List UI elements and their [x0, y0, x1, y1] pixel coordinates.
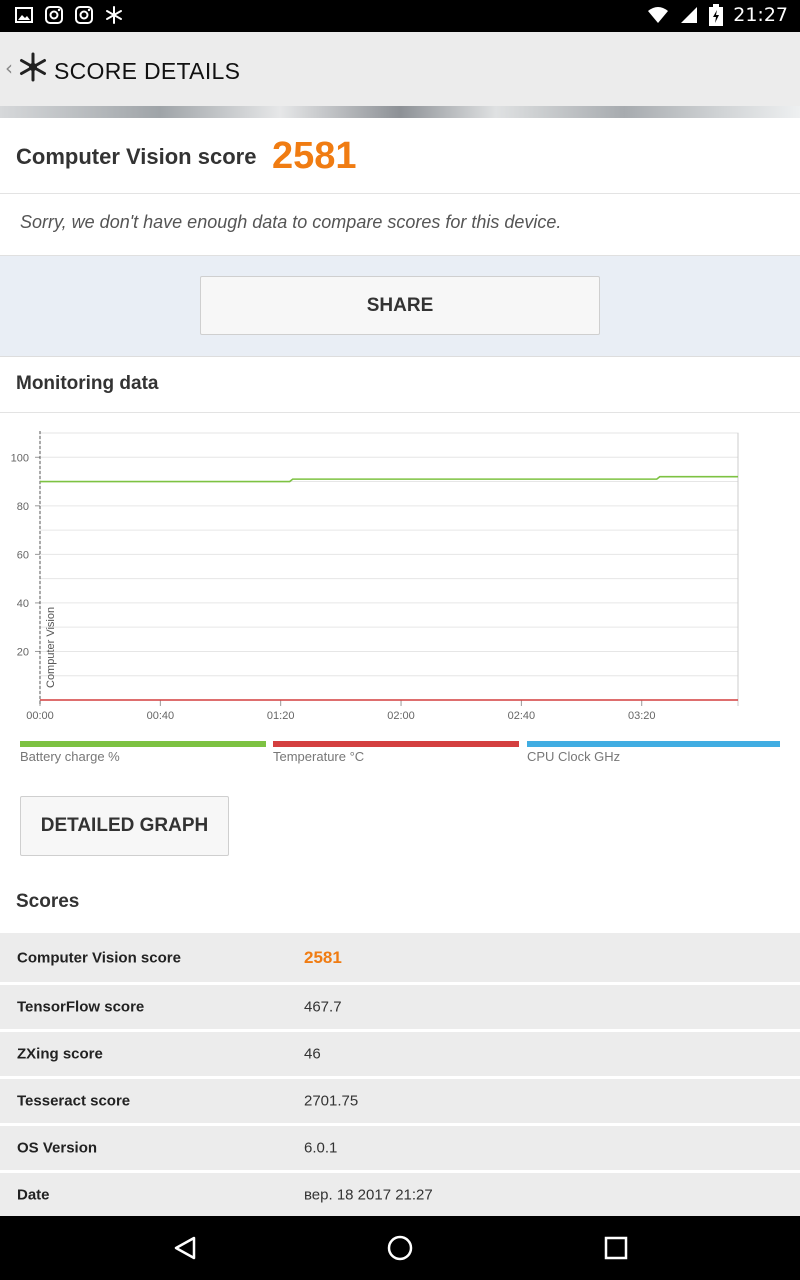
- app-bar: ‹ SCORE DETAILS: [0, 32, 800, 106]
- battery-icon: [709, 4, 724, 26]
- table-row: Date вер. 18 2017 21:27: [0, 1170, 800, 1217]
- chart-inline-label: Computer Vision: [45, 607, 57, 688]
- monitoring-chart: 100 80 60 40 20 00:00 00:40 01:20 02:00 02:40 03:2…: [11, 431, 739, 722]
- row-key: Computer Vision score: [17, 949, 181, 966]
- row-value: 46: [304, 1045, 321, 1063]
- share-button[interactable]: SHARE: [200, 276, 600, 335]
- signal-icon: [681, 7, 698, 23]
- table-row: TensorFlow score 467.7: [0, 982, 800, 1029]
- back-chevron-icon[interactable]: ‹: [5, 56, 13, 80]
- y-tick-label: 40: [17, 598, 29, 610]
- x-tick-label: 00:00: [26, 710, 54, 722]
- row-key: OS Version: [17, 1139, 98, 1157]
- row-key: TensorFlow score: [17, 998, 145, 1016]
- home-icon[interactable]: [387, 1235, 413, 1261]
- page-title: SCORE DETAILS: [54, 58, 241, 84]
- series-line-0: [40, 475, 738, 483]
- y-tick-label: 60: [17, 549, 29, 561]
- image-icon: [15, 7, 33, 23]
- score-card: Computer Vision score 2581 Sorry, we don…: [0, 118, 800, 256]
- x-tick-label: 02:40: [508, 710, 536, 722]
- legend-item: CPU Clock GHz: [527, 741, 780, 764]
- detailed-graph-button[interactable]: DETAILED GRAPH: [20, 796, 229, 856]
- y-tick-label: 100: [11, 452, 29, 464]
- table-row: ZXing score 46: [0, 1029, 800, 1076]
- row-key: Tesseract score: [17, 1092, 131, 1110]
- divider: [0, 193, 800, 194]
- legend-label: Temperature °C: [273, 749, 365, 764]
- legend-label: CPU Clock GHz: [527, 749, 621, 764]
- table-row: OS Version 6.0.1: [0, 1123, 800, 1170]
- legend-swatch: [273, 741, 519, 747]
- row-key: Date: [17, 1186, 50, 1204]
- monitoring-card: Monitoring data 100 80 60 40 20 00:00 00:40 01:…: [0, 356, 800, 1217]
- row-value: 2581: [304, 947, 342, 967]
- status-bar: 21:27: [0, 0, 800, 32]
- recents-icon[interactable]: [604, 1236, 628, 1260]
- back-icon[interactable]: [174, 1236, 196, 1260]
- x-tick-label: 00:40: [147, 710, 175, 722]
- score-label: Computer Vision score: [16, 144, 257, 169]
- legend-swatch: [527, 741, 780, 747]
- wifi-icon: [648, 7, 669, 23]
- legend-label: Battery charge %: [20, 749, 120, 764]
- plot-area: [39, 432, 739, 701]
- table-row: Computer Vision score 2581: [0, 930, 800, 982]
- y-tick-label: 20: [17, 646, 29, 658]
- compare-note: Sorry, we don't have enough data to comp…: [20, 212, 562, 232]
- header-image: [0, 106, 800, 118]
- row-value: вер. 18 2017 21:27: [304, 1186, 433, 1204]
- legend-swatch: [20, 741, 266, 747]
- table-row: Tesseract score 2701.75: [0, 1076, 800, 1123]
- row-value: 467.7: [304, 998, 342, 1016]
- snowflake-icon: [106, 6, 122, 24]
- navigation-bar: [0, 1216, 800, 1280]
- x-tick-label: 01:20: [267, 710, 295, 722]
- chart-legend: Battery charge % Temperature °C CPU Clock …: [0, 741, 800, 771]
- instagram-icon: [75, 6, 93, 24]
- legend-item: Battery charge %: [20, 741, 266, 764]
- row-value: 6.0.1: [304, 1139, 338, 1157]
- y-tick-label: 80: [17, 501, 29, 513]
- divider: [0, 412, 800, 413]
- legend-item: Temperature °C: [273, 741, 519, 764]
- status-time: 21:27: [733, 4, 788, 26]
- scores-table: Computer Vision score 2581 TensorFlow scor…: [0, 930, 800, 1217]
- app-logo-icon[interactable]: [18, 52, 48, 82]
- monitoring-title: Monitoring data: [16, 373, 159, 394]
- score-value: 2581: [272, 135, 357, 177]
- x-tick-label: 03:20: [628, 710, 656, 722]
- row-key: ZXing score: [17, 1045, 103, 1063]
- x-tick-label: 02:00: [387, 710, 415, 722]
- instagram-icon: [45, 6, 63, 24]
- row-value: 2701.75: [304, 1092, 359, 1110]
- scores-title: Scores: [16, 891, 80, 912]
